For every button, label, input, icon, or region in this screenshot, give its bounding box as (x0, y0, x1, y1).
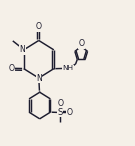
Text: O: O (57, 99, 63, 108)
Text: O: O (78, 39, 84, 48)
Text: N: N (20, 45, 25, 54)
Text: N: N (36, 74, 42, 83)
Text: O: O (36, 22, 42, 31)
Text: O: O (9, 64, 14, 73)
Text: O: O (66, 108, 72, 117)
Text: S: S (58, 108, 63, 117)
Text: NH: NH (62, 65, 73, 71)
